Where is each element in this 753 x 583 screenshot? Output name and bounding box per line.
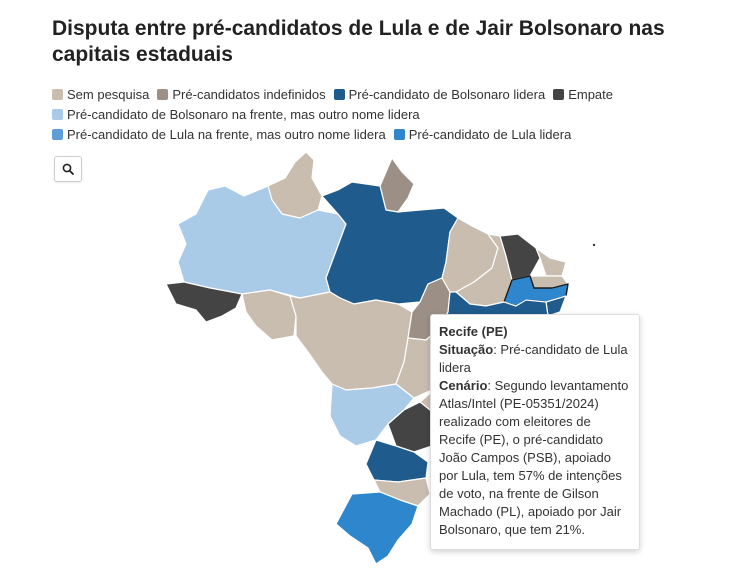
tooltip-scenario-label: Cenário <box>439 378 488 393</box>
tooltip-title: Recife (PE) <box>439 324 508 339</box>
legend-item-bolsonaro-frente[interactable]: Pré-candidato de Bolsonaro na frente, ma… <box>52 107 420 122</box>
tooltip-scenario-value: Segundo levantamento Atlas/Intel (PE-053… <box>439 378 629 537</box>
legend-item-empate[interactable]: Empate <box>553 87 613 102</box>
state-ce[interactable] <box>499 233 541 281</box>
legend-swatch <box>393 128 405 140</box>
legend-label: Pré-candidatos indefinidos <box>172 86 326 102</box>
legend-swatch <box>52 88 63 100</box>
legend-swatch <box>52 128 63 140</box>
zoom-button[interactable] <box>54 156 82 182</box>
state-ap[interactable] <box>379 157 415 213</box>
tooltip-situation: Situação: Pré-candidato de Lula lidera <box>439 342 628 375</box>
page-title: Disputa entre pré-candidatos de Lula e d… <box>52 17 665 66</box>
legend-row: Pré-candidato de Bolsonaro na frente, ma… <box>52 104 692 124</box>
legend-swatch <box>333 88 345 100</box>
tooltip-situation-label: Situação <box>439 342 494 357</box>
tooltip-scenario: Cenário: Segundo levantamento Atlas/Inte… <box>439 378 629 537</box>
tooltip-situation-value: Pré-candidato de Lula lidera <box>439 342 628 375</box>
legend-swatch <box>52 108 63 120</box>
legend-label: Pré-candidato de Lula lidera <box>408 126 572 142</box>
legend-row: Sem pesquisa Pré-candidatos indefinidos … <box>52 84 692 104</box>
legend-item-lula-frente[interactable]: Pré-candidato de Lula na frente, mas out… <box>52 127 386 142</box>
state-mt[interactable] <box>289 291 413 391</box>
state-ro[interactable] <box>241 289 297 341</box>
legend-label: Sem pesquisa <box>67 86 150 102</box>
legend-item-bolsonaro-lidera[interactable]: Pré-candidato de Bolsonaro lidera <box>333 86 546 102</box>
legend-swatch <box>553 88 565 100</box>
legend-label: Empate <box>568 86 613 102</box>
legend-label: Pré-candidato de Lula na frente, mas out… <box>67 126 386 142</box>
legend: Sem pesquisa Pré-candidatos indefinidos … <box>52 84 692 144</box>
legend-item-sem-pesquisa[interactable]: Sem pesquisa <box>52 87 149 102</box>
search-icon <box>62 163 74 175</box>
legend-label: Pré-candidato de Bolsonaro lidera <box>348 86 546 102</box>
island-dot <box>592 243 596 247</box>
state-ac[interactable] <box>165 281 243 323</box>
state-tooltip: Recife (PE) Situação: Pré-candidato de L… <box>430 314 640 550</box>
legend-item-lula-lidera[interactable]: Pré-candidato de Lula lidera <box>393 126 572 142</box>
legend-item-indefinidos[interactable]: Pré-candidatos indefinidos <box>157 86 326 102</box>
state-rs[interactable] <box>335 491 419 565</box>
state-rn[interactable] <box>535 247 567 277</box>
legend-label: Pré-candidato de Bolsonaro na frente, ma… <box>67 106 420 122</box>
legend-row: Pré-candidato de Lula na frente, mas out… <box>52 124 692 144</box>
legend-swatch <box>157 88 169 100</box>
state-am[interactable] <box>177 185 347 299</box>
